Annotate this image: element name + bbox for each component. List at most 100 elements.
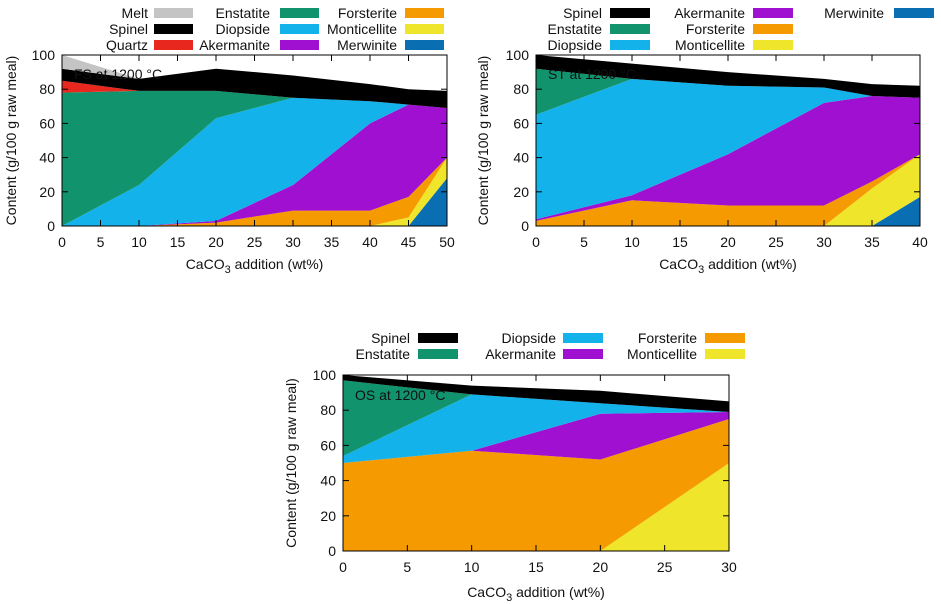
y-tick-label: 0 (47, 218, 55, 234)
area-diopside (536, 78, 920, 220)
legend-swatch-enstatite (610, 24, 650, 34)
x-tick-label: 30 (285, 234, 301, 250)
legend-swatch-enstatite (280, 8, 319, 18)
area-forsterite (536, 154, 920, 226)
y-tick-label: 0 (328, 543, 336, 559)
area-spinel (343, 375, 729, 412)
y-tick-label: 80 (39, 81, 55, 97)
y-tick-label: 60 (513, 115, 529, 131)
legend-swatch-spinel (418, 333, 458, 343)
y-tick-label: 100 (506, 47, 530, 63)
panel-title: OS at 1200 °C (355, 387, 445, 403)
legend-swatch-merwinite (894, 8, 934, 18)
legend-swatch-forsterite (405, 8, 444, 18)
y-tick-label: 60 (39, 115, 55, 131)
y-tick-label: 80 (513, 81, 529, 97)
y-tick-label: 20 (513, 184, 529, 200)
legend-swatch-diopside (280, 24, 319, 34)
x-tick-label: 5 (403, 559, 411, 575)
x-tick-label: 45 (401, 234, 417, 250)
y-tick-label: 40 (513, 150, 529, 166)
legend-label-enstatite: Enstatite (356, 346, 411, 362)
y-tick-label: 100 (32, 47, 56, 63)
legend-swatch-enstatite (418, 349, 458, 359)
y-axis-label: Content (g/100 g raw meal) (283, 378, 299, 548)
area-enstatite (536, 68, 920, 115)
chart-panel-1: 0 20 40 60 80 100 0 5 10 15 20 25 30 35 40 45 50 FS at 12… (3, 5, 455, 276)
legend-label-spinel: Spinel (109, 21, 148, 37)
area-spinel (62, 68, 447, 108)
legend-label-quartz: Quartz (106, 37, 148, 53)
y-tick-label: 0 (521, 218, 529, 234)
area-diopside (343, 394, 729, 463)
x-tick-label: 5 (580, 234, 588, 250)
legend-label-spinel: Spinel (371, 330, 410, 346)
legend-label-forsterite: Forsterite (686, 21, 745, 37)
legend-label-forsterite: Forsterite (638, 330, 697, 346)
y-tick-label: 80 (320, 402, 336, 418)
y-tick-label: 20 (39, 184, 55, 200)
legend-label-forsterite: Forsterite (338, 5, 397, 21)
legend-swatch-melt (154, 8, 193, 18)
y-tick-label: 20 (320, 508, 336, 524)
x-tick-label: 15 (672, 234, 688, 250)
area-akermanite (536, 96, 920, 221)
legend-label-merwinite: Merwinite (337, 37, 397, 53)
legend-swatch-monticellite (705, 349, 745, 359)
y-tick-label: 40 (320, 473, 336, 489)
area-merwinite (536, 196, 920, 226)
x-tick-label: 40 (362, 234, 378, 250)
area-spinel (536, 55, 920, 98)
legend-swatch-diopside (610, 40, 650, 50)
x-tick-label: 15 (528, 559, 544, 575)
area-akermanite (343, 412, 729, 463)
legend-swatch-akermanite (563, 349, 603, 359)
legend-swatch-forsterite (753, 24, 793, 34)
legend-label-diopside: Diopside (502, 330, 557, 346)
x-tick-label: 50 (439, 234, 455, 250)
x-tick-label: 0 (532, 234, 540, 250)
area-diopside (62, 97, 447, 226)
legend-label-akermanite: Akermanite (674, 5, 745, 21)
area-forsterite (343, 419, 729, 551)
panel-title: FS at 1200 °C (74, 66, 162, 82)
x-axis-label: CaCO3 addition (wt%) (186, 256, 324, 276)
y-axis-label: Content (g/100 g raw meal) (475, 56, 491, 226)
x-tick-label: 10 (624, 234, 640, 250)
legend-label-monticellite: Monticellite (627, 346, 697, 362)
y-tick-label: 60 (320, 437, 336, 453)
x-tick-label: 30 (816, 234, 832, 250)
area-enstatite (62, 90, 447, 227)
area-akermanite (62, 104, 447, 226)
legend-label-akermanite: Akermanite (485, 346, 556, 362)
x-tick-label: 30 (721, 559, 737, 575)
x-tick-label: 20 (720, 234, 736, 250)
legend-swatch-diopside (563, 333, 603, 343)
legend-swatch-quartz (154, 40, 193, 50)
legend-label-enstatite: Enstatite (548, 21, 603, 37)
y-tick-label: 40 (39, 150, 55, 166)
legend-swatch-akermanite (753, 8, 793, 18)
x-tick-label: 35 (864, 234, 880, 250)
x-tick-label: 0 (58, 234, 66, 250)
legend-swatch-monticellite (753, 40, 793, 50)
legend-swatch-spinel (610, 8, 650, 18)
x-tick-label: 0 (339, 559, 347, 575)
x-axis-label: CaCO3 addition (wt%) (467, 584, 605, 604)
legend-swatch-spinel (154, 24, 193, 34)
legend-label-akermanite: Akermanite (199, 37, 270, 53)
chart-panel-3: 0 20 40 60 80 100 0 5 10 15 20 25 30 OS at 1200 °C Con… (283, 330, 745, 604)
x-tick-label: 10 (131, 234, 147, 250)
x-tick-label: 15 (170, 234, 186, 250)
x-tick-label: 20 (593, 559, 609, 575)
legend-swatch-monticellite (405, 24, 444, 34)
chart-panel-2: 0 20 40 60 80 100 0 5 10 15 20 25 30 35 40 ST at 1200 °… (475, 5, 934, 276)
legend-label-enstatite: Enstatite (216, 5, 271, 21)
area-enstatite (343, 380, 729, 456)
legend-label-melt: Melt (122, 5, 149, 21)
legend-label-monticellite: Monticellite (327, 21, 397, 37)
legend-swatch-merwinite (405, 40, 444, 50)
y-axis-label: Content (g/100 g raw meal) (3, 56, 19, 226)
